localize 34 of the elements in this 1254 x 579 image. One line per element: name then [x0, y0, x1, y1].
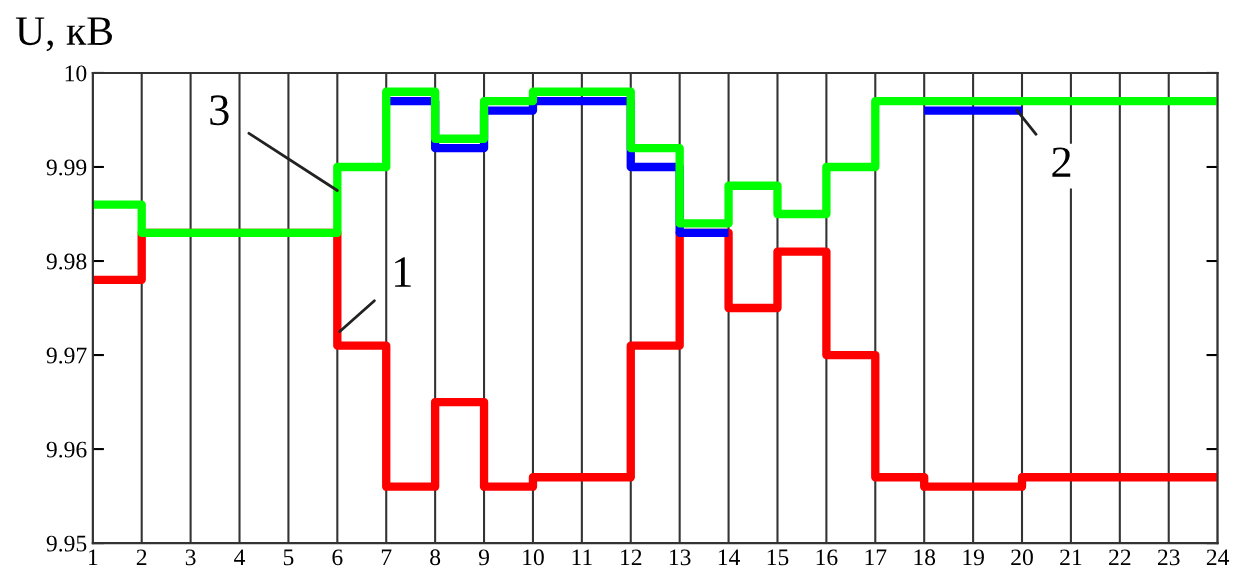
y-axis-title: U, кВ: [15, 17, 112, 52]
y-tick-label: 9.99: [46, 159, 87, 176]
x-tick-label: 24: [1206, 549, 1230, 566]
y-tick-label: 9.97: [46, 347, 87, 364]
y-tick-label: 10: [65, 65, 87, 82]
x-tick-label: 22: [1109, 549, 1131, 566]
annotation: 2: [1052, 147, 1071, 177]
annotation: 1: [395, 257, 411, 287]
x-tick-label: 17: [865, 549, 887, 566]
x-tick-label: 18: [914, 549, 936, 566]
x-tick-label: 16: [816, 549, 838, 566]
y-tick-label: 9.95: [46, 535, 87, 552]
x-tick-label: 2: [136, 549, 147, 566]
x-tick-label: 7: [381, 549, 392, 566]
x-tick-label: 8: [430, 549, 441, 566]
annotation: 3: [210, 95, 229, 126]
x-tick-label: 12: [621, 549, 642, 566]
y-tick-label: 9.98: [46, 253, 87, 270]
x-tick-label: 3: [185, 549, 196, 566]
x-tick-label: 20: [1011, 549, 1033, 566]
x-tick-label: 14: [718, 549, 741, 566]
x-tick-label: 4: [234, 549, 246, 566]
x-tick-label: 21: [1060, 549, 1082, 566]
x-tick-label: 11: [572, 549, 592, 566]
x-tick-label: 23: [1157, 549, 1180, 566]
x-tick-label: 1: [88, 549, 98, 566]
x-tick-label: 15: [767, 549, 789, 566]
x-tick-label: 5: [283, 549, 294, 566]
x-tick-label: 13: [669, 549, 691, 566]
y-tick-label: 9.96: [46, 441, 87, 458]
x-tick-label: 9: [478, 549, 489, 566]
x-tick-label: 19: [963, 549, 984, 566]
x-tick-label: 6: [332, 549, 343, 566]
x-tick-label: 10: [523, 549, 544, 566]
